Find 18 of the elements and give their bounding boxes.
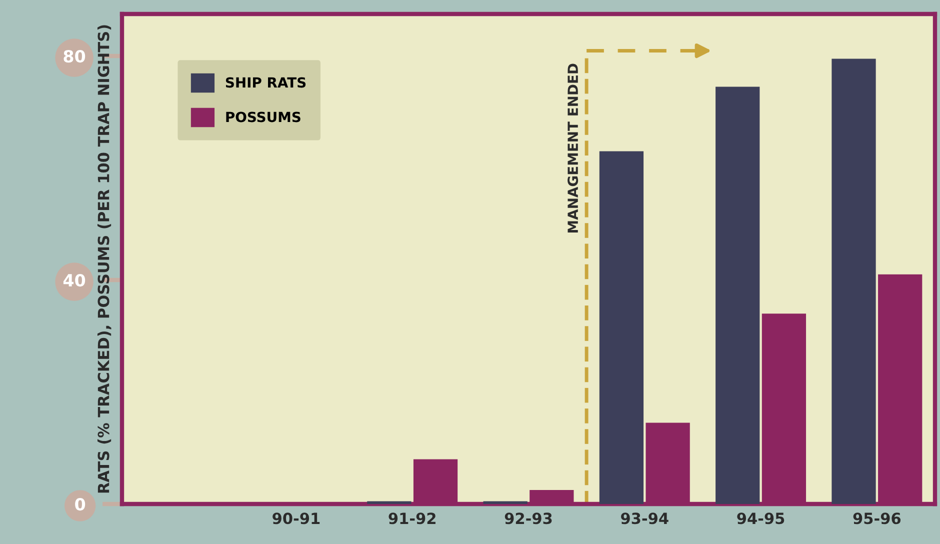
y-tick-label: 80 [64,50,86,63]
x-tick-label: 95-96 [853,512,901,524]
legend-label: SHIP RATS [226,77,306,88]
x-tick-label: 94-95 [737,512,784,524]
x-tick-label: 90-91 [272,512,320,524]
legend-label: POSSUMS [226,112,300,122]
y-tick-label: 40 [63,274,86,287]
x-tick-label: 91-92 [388,512,436,524]
bar [483,501,528,504]
y-tick-label: 0 [75,498,86,511]
x-tick-label: 93-94 [621,512,668,524]
bar [367,501,412,504]
x-tick-label: 92-93 [504,512,552,524]
bar [599,151,644,504]
bar [716,86,760,504]
annotation: MANAGEMENT ENDED [568,64,578,232]
y-axis-title: RATS (% TRACKED), POSSUMS (PER 100 TRAP NIGHTS) [97,25,112,493]
bar [832,58,876,504]
